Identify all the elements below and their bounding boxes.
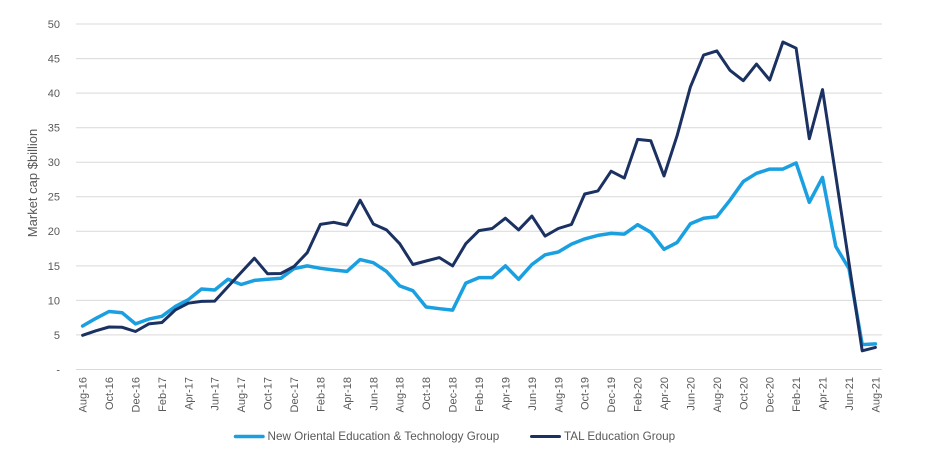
svg-text:Apr-21: Apr-21 — [818, 377, 830, 410]
svg-text:Dec-20: Dec-20 — [765, 377, 777, 412]
svg-text:Apr-19: Apr-19 — [500, 377, 512, 410]
svg-text:Oct-18: Oct-18 — [421, 377, 433, 410]
svg-text:Aug-21: Aug-21 — [870, 377, 882, 412]
svg-text:Oct-17: Oct-17 — [263, 377, 275, 410]
svg-text:Oct-16: Oct-16 — [104, 377, 116, 410]
svg-text:Aug-18: Aug-18 — [395, 377, 407, 412]
svg-text:Apr-20: Apr-20 — [659, 377, 671, 410]
svg-text:-: - — [56, 364, 60, 376]
svg-text:Feb-19: Feb-19 — [474, 377, 486, 412]
svg-text:Apr-18: Apr-18 — [342, 377, 354, 410]
svg-text:5: 5 — [54, 330, 60, 342]
svg-text:45: 45 — [48, 54, 60, 66]
svg-text:Dec-17: Dec-17 — [289, 377, 301, 412]
svg-text:Feb-21: Feb-21 — [791, 377, 803, 412]
svg-text:50: 50 — [48, 19, 60, 31]
svg-text:New Oriental Education & Techn: New Oriental Education & Technology Grou… — [268, 430, 500, 443]
svg-text:Jun-21: Jun-21 — [844, 377, 856, 411]
svg-text:Feb-18: Feb-18 — [315, 377, 327, 412]
svg-text:20: 20 — [48, 226, 60, 238]
svg-text:Feb-20: Feb-20 — [633, 377, 645, 412]
svg-text:TAL Education Group: TAL Education Group — [564, 430, 676, 443]
svg-text:Aug-16: Aug-16 — [78, 377, 90, 412]
svg-text:30: 30 — [48, 157, 60, 169]
svg-text:Jun-19: Jun-19 — [527, 377, 539, 411]
svg-text:Jun-18: Jun-18 — [368, 377, 380, 411]
svg-text:Jun-20: Jun-20 — [685, 377, 697, 411]
svg-text:40: 40 — [48, 88, 60, 100]
svg-text:Dec-19: Dec-19 — [606, 377, 618, 412]
svg-text:Dec-16: Dec-16 — [131, 377, 143, 412]
svg-text:Aug-17: Aug-17 — [236, 377, 248, 412]
svg-text:25: 25 — [48, 192, 60, 204]
svg-text:Apr-17: Apr-17 — [183, 377, 195, 410]
svg-text:Oct-20: Oct-20 — [738, 377, 750, 410]
svg-text:10: 10 — [48, 295, 60, 307]
svg-text:Oct-19: Oct-19 — [580, 377, 592, 410]
svg-text:Aug-20: Aug-20 — [712, 377, 724, 412]
svg-text:Feb-17: Feb-17 — [157, 377, 169, 412]
svg-text:Dec-18: Dec-18 — [448, 377, 460, 412]
svg-text:Jun-17: Jun-17 — [210, 377, 222, 411]
svg-text:Aug-19: Aug-19 — [553, 377, 565, 412]
svg-text:Market cap $billion: Market cap $billion — [25, 129, 40, 237]
svg-text:15: 15 — [48, 261, 60, 273]
svg-text:35: 35 — [48, 123, 60, 135]
